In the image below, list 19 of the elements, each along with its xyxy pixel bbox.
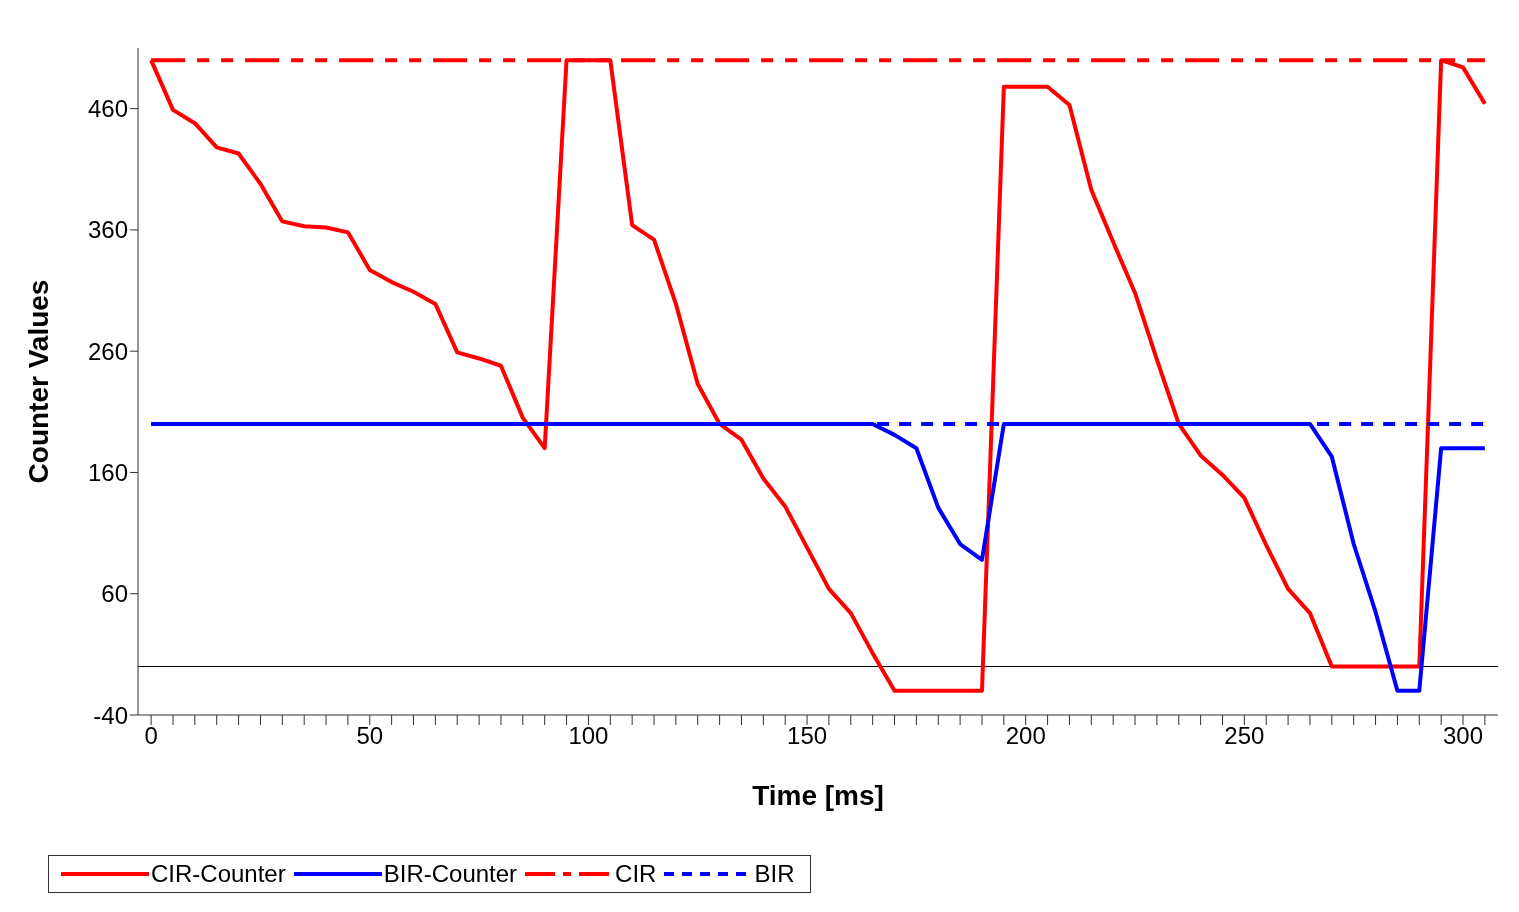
x-tick-label: 0 bbox=[144, 722, 158, 750]
x-tick-label: 300 bbox=[1442, 722, 1484, 750]
y-tick-label: 460 bbox=[87, 95, 128, 123]
x-tick-label: 50 bbox=[356, 722, 384, 750]
legend-label: BIR bbox=[754, 860, 795, 888]
y-axis-title: Counter Values bbox=[22, 279, 54, 484]
y-tick-label: 60 bbox=[101, 580, 128, 608]
x-tick-label: 150 bbox=[787, 722, 828, 750]
x-tick-label: 200 bbox=[1005, 722, 1046, 750]
x-tick-label: 250 bbox=[1224, 722, 1265, 750]
y-tick-label: 260 bbox=[87, 337, 128, 365]
legend-label: CIR-Counter bbox=[151, 860, 286, 888]
y-tick-label: 360 bbox=[87, 216, 128, 244]
legend-label: BIR-Counter bbox=[383, 860, 518, 888]
legend-label: CIR bbox=[615, 860, 657, 888]
x-tick-label: 100 bbox=[568, 722, 609, 750]
x-axis-title: Time [ms] bbox=[752, 780, 884, 811]
y-tick-label: 160 bbox=[87, 458, 128, 486]
y-tick-label: -40 bbox=[93, 701, 128, 729]
